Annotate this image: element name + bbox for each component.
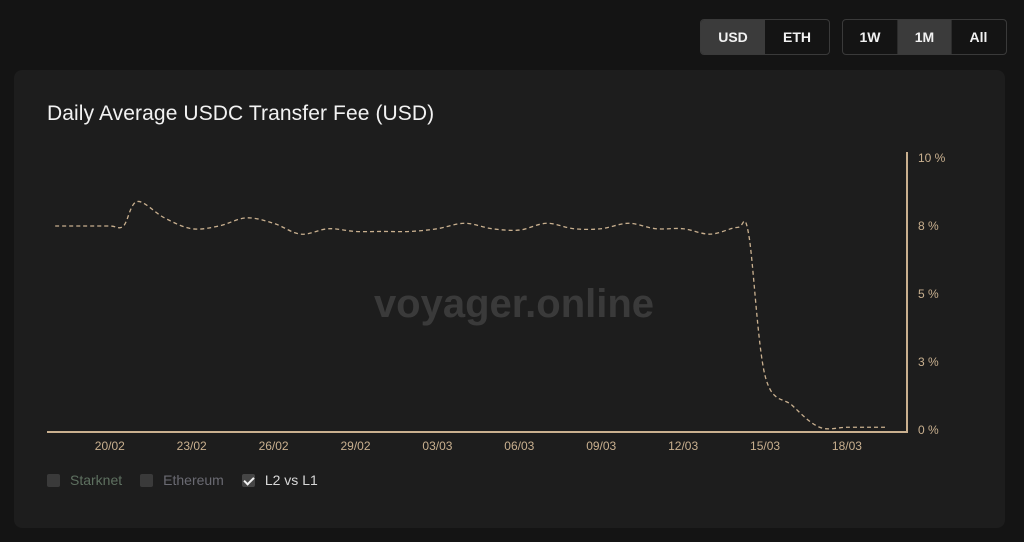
y-tick-label: 0 %	[918, 423, 939, 437]
legend-item-starknet[interactable]: Starknet	[47, 472, 122, 488]
legend-item-l2-vs-l1[interactable]: L2 vs L1	[241, 472, 318, 488]
x-tick-label: 26/02	[259, 439, 289, 453]
x-tick-label: 23/02	[177, 439, 207, 453]
chart-legend: Starknet Ethereum L2 vs L1	[47, 472, 336, 488]
x-tick-label: 12/03	[668, 439, 698, 453]
checkbox-starknet[interactable]	[47, 473, 60, 487]
range-all-button[interactable]: All	[951, 20, 1005, 54]
y-tick-label: 5 %	[918, 287, 939, 301]
x-tick-label: 03/03	[422, 439, 452, 453]
y-tick-label: 8 %	[918, 219, 939, 233]
x-tick-label: 09/03	[586, 439, 616, 453]
x-tick-label: 18/03	[832, 439, 862, 453]
chart-title: Daily Average USDC Transfer Fee (USD)	[47, 102, 435, 125]
x-tick-label: 06/03	[504, 439, 534, 453]
y-tick-label: 3 %	[918, 355, 939, 369]
checkbox-ethereum[interactable]	[140, 473, 154, 487]
x-tick-label: 15/03	[750, 439, 780, 453]
range-1w-button[interactable]: 1W	[859, 29, 881, 45]
time-range-toggle: 1W 1M All	[842, 19, 1007, 55]
legend-item-ethereum[interactable]: Ethereum	[140, 472, 224, 488]
legend-label-l2-vs-l1: L2 vs L1	[264, 472, 318, 488]
chart-card: Daily Average USDC Transfer Fee (USD) vo…	[14, 70, 1005, 528]
currency-toggle: USD ETH	[700, 19, 830, 55]
checkbox-l2-vs-l1[interactable]	[241, 473, 255, 487]
x-tick-label: 29/02	[340, 439, 370, 453]
legend-label-starknet: Starknet	[70, 472, 123, 488]
series-line-l2-vs-l1	[55, 200, 886, 430]
range-1m-button[interactable]: 1M	[897, 20, 951, 54]
watermark: voyager.online	[373, 282, 655, 326]
line-chart: 20/02 23/02 26/02 29/02 03/03 06/03 09/03 12/03…	[47, 151, 946, 453]
currency-eth-button[interactable]: ETH	[783, 29, 811, 45]
currency-usd-button[interactable]: USD	[701, 20, 765, 54]
x-tick-label: 20/02	[95, 439, 125, 453]
legend-label-ethereum: Ethereum	[163, 472, 224, 488]
y-tick-label: 10 %	[918, 151, 946, 165]
